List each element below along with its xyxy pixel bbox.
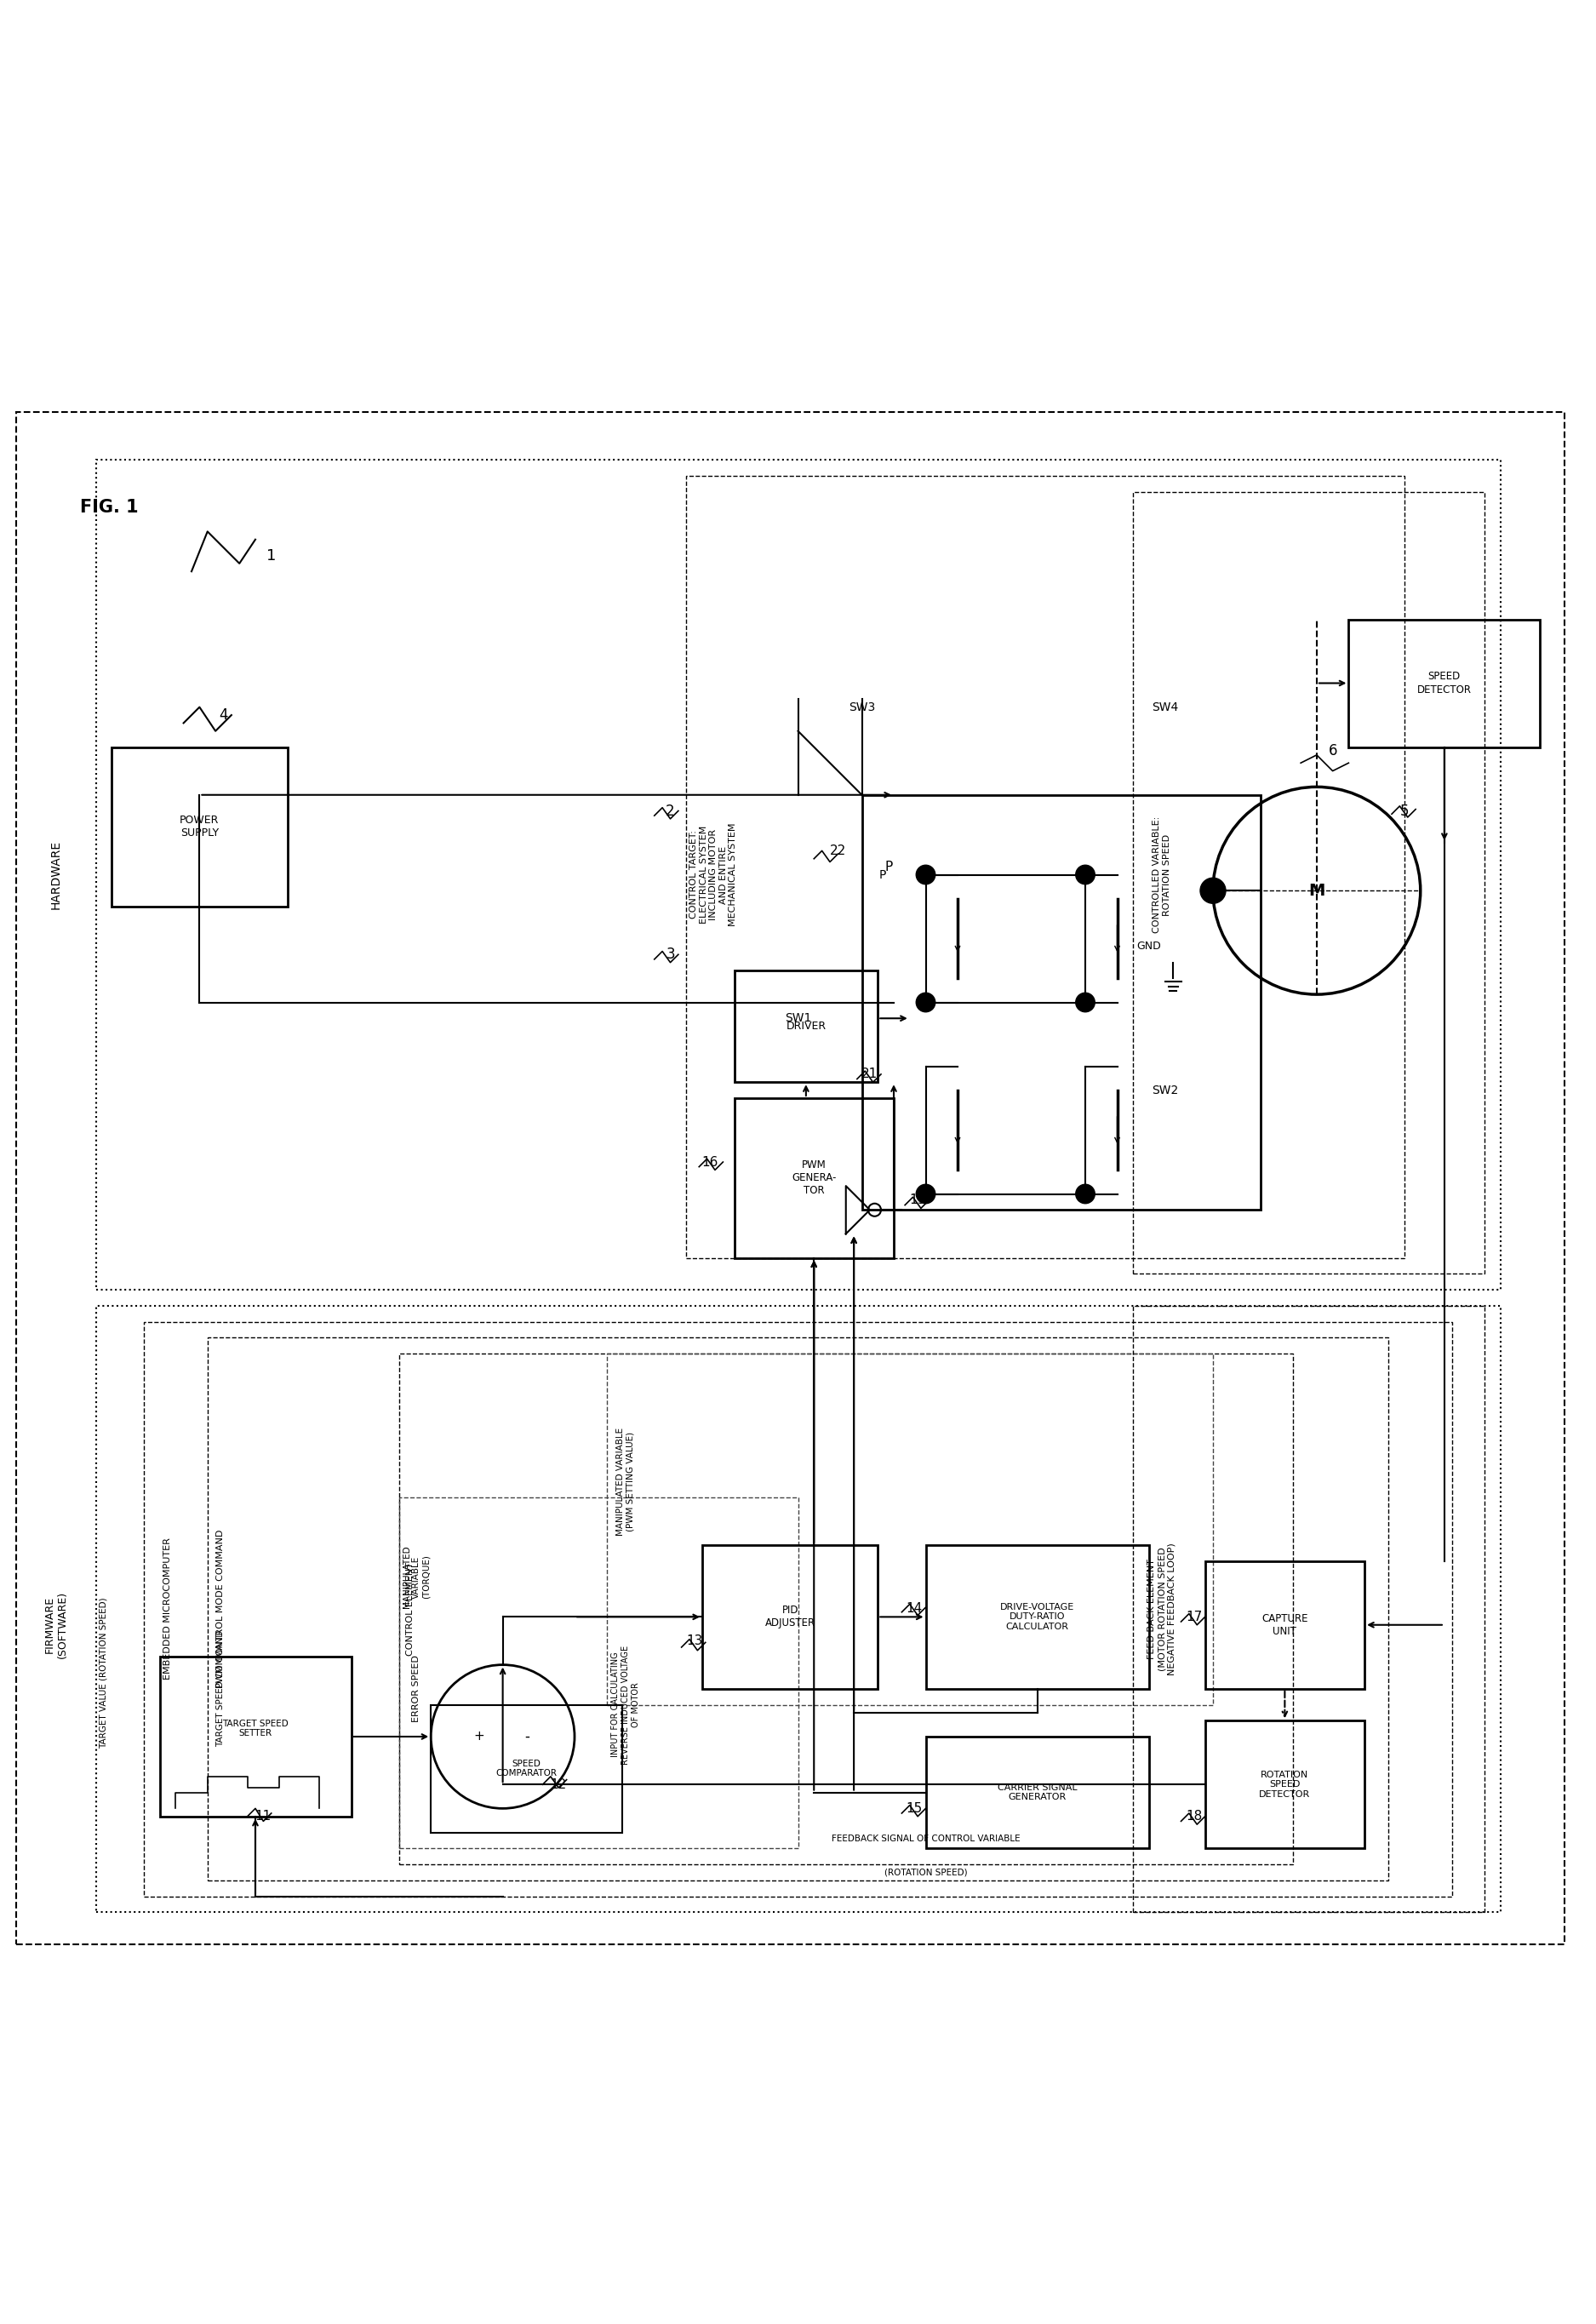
Text: 15: 15	[907, 1801, 922, 1815]
Text: SW1: SW1	[785, 1013, 811, 1025]
Text: FEEDBACK SIGNAL OF CONTROL VARIABLE: FEEDBACK SIGNAL OF CONTROL VARIABLE	[832, 1834, 1020, 1843]
Text: MANIPULATED
VARIABLE
(TORQUE): MANIPULATED VARIABLE (TORQUE)	[402, 1545, 431, 1608]
Text: P: P	[886, 860, 892, 874]
Circle shape	[916, 1185, 935, 1204]
Text: 16: 16	[702, 1155, 718, 1169]
Text: -: -	[523, 1729, 530, 1745]
Text: CAPTURE
UNIT: CAPTURE UNIT	[1261, 1613, 1309, 1636]
Text: P: P	[879, 869, 886, 881]
Text: CONTROL ELEMENT: CONTROL ELEMENT	[405, 1562, 415, 1655]
Text: SW3: SW3	[849, 702, 875, 713]
Text: POWER
SUPPLY: POWER SUPPLY	[180, 816, 219, 839]
Text: 11: 11	[255, 1810, 271, 1822]
Circle shape	[1076, 865, 1095, 883]
Text: 18: 18	[1186, 1810, 1202, 1822]
Circle shape	[1076, 1185, 1095, 1204]
Text: FEED BACK ELEMENT
(MOTOR ROTATION SPEED
NEGATIVE FEEDBACK LOOP): FEED BACK ELEMENT (MOTOR ROTATION SPEED …	[1148, 1543, 1176, 1676]
Text: CONTROL TARGET:
ELECTRICAL SYSTEM
INCLUDING MOTOR
AND ENTIRE
MECHANICAL SYSTEM: CONTROL TARGET: ELECTRICAL SYSTEM INCLUD…	[689, 823, 737, 927]
Text: INPUT FOR CALCULATING
REVERSE INDUCED VOLTAGE
OF MOTOR: INPUT FOR CALCULATING REVERSE INDUCED VO…	[611, 1645, 640, 1764]
Text: 4: 4	[219, 706, 228, 723]
Text: PID
ADJUSTER: PID ADJUSTER	[764, 1606, 816, 1629]
Text: EMBEDDED MICROCOMPUTER: EMBEDDED MICROCOMPUTER	[163, 1538, 172, 1680]
Text: SW2: SW2	[1152, 1085, 1178, 1097]
Text: 1: 1	[267, 548, 276, 562]
Text: 17: 17	[1186, 1611, 1202, 1622]
Text: SW4: SW4	[1152, 702, 1178, 713]
Text: 14: 14	[907, 1604, 922, 1615]
Text: PWM CONTROL MODE COMMAND: PWM CONTROL MODE COMMAND	[215, 1529, 225, 1687]
Text: M: M	[1309, 883, 1325, 899]
Text: +: +	[474, 1731, 484, 1743]
Text: HARDWARE: HARDWARE	[49, 841, 62, 909]
Text: CONTROLLED VARIABLE:
ROTATION SPEED: CONTROLLED VARIABLE: ROTATION SPEED	[1152, 816, 1171, 934]
Text: SPEED
DETECTOR: SPEED DETECTOR	[1417, 672, 1472, 695]
Text: 12: 12	[551, 1778, 567, 1792]
Text: FIG. 1: FIG. 1	[80, 500, 139, 516]
Text: DRIVE-VOLTAGE
DUTY-RATIO
CALCULATOR: DRIVE-VOLTAGE DUTY-RATIO CALCULATOR	[1001, 1604, 1074, 1631]
Text: 5: 5	[1400, 804, 1409, 818]
Text: GND: GND	[1136, 941, 1162, 953]
Text: SPEED
COMPARATOR: SPEED COMPARATOR	[496, 1759, 557, 1778]
Text: 13: 13	[686, 1634, 702, 1648]
Text: 21: 21	[862, 1067, 878, 1081]
Text: 2: 2	[666, 804, 675, 818]
Text: TARGET SPEED
SETTER: TARGET SPEED SETTER	[222, 1720, 289, 1738]
Text: 22: 22	[830, 844, 846, 858]
Text: ROTATION
SPEED
DETECTOR: ROTATION SPEED DETECTOR	[1259, 1771, 1310, 1799]
Text: 3: 3	[666, 946, 675, 962]
Circle shape	[916, 992, 935, 1011]
Text: FIRMWARE
(SOFTWARE): FIRMWARE (SOFTWARE)	[45, 1592, 67, 1659]
Text: 6: 6	[1328, 744, 1337, 758]
Circle shape	[1200, 878, 1226, 904]
Text: ERROR SPEED: ERROR SPEED	[412, 1655, 421, 1722]
Text: DRIVER: DRIVER	[785, 1020, 827, 1032]
Text: 19: 19	[910, 1195, 926, 1206]
Text: PWM
GENERA-
TOR: PWM GENERA- TOR	[792, 1160, 836, 1197]
Text: TARGET SPEED COMMAND: TARGET SPEED COMMAND	[215, 1631, 225, 1748]
Circle shape	[916, 865, 935, 883]
Circle shape	[1076, 992, 1095, 1011]
Text: (ROTATION SPEED): (ROTATION SPEED)	[884, 1868, 967, 1875]
Text: TARGET VALUE (ROTATION SPEED): TARGET VALUE (ROTATION SPEED)	[99, 1597, 109, 1748]
Text: MANIPULATED VARIABLE
(PWM SETTING VALUE): MANIPULATED VARIABLE (PWM SETTING VALUE)	[616, 1427, 635, 1536]
Text: CARRIER SIGNAL
GENERATOR: CARRIER SIGNAL GENERATOR	[998, 1783, 1077, 1801]
